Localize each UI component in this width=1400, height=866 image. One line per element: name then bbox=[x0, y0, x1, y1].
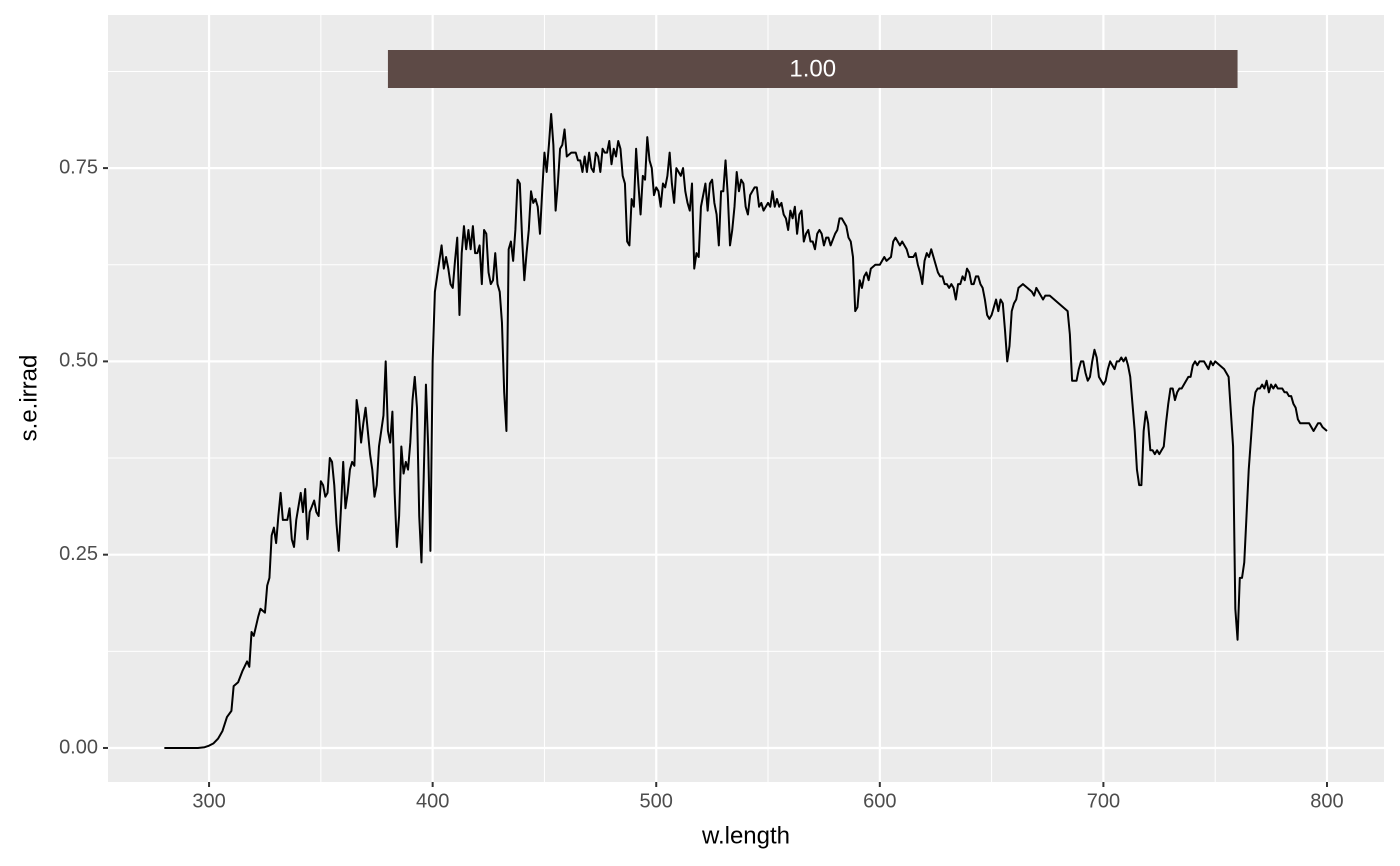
x-tick-label: 300 bbox=[192, 790, 225, 812]
annotation-band bbox=[387, 50, 1238, 88]
y-tick-label: 0.25 bbox=[59, 543, 98, 565]
annotation-label: 1.00 bbox=[789, 55, 836, 82]
x-tick-label: 700 bbox=[1087, 790, 1120, 812]
y-tick-label: 0.00 bbox=[59, 736, 98, 758]
panel bbox=[108, 15, 1384, 782]
x-axis-title: w.length bbox=[701, 822, 790, 849]
x-tick-label: 800 bbox=[1310, 790, 1343, 812]
y-tick-label: 0.75 bbox=[59, 156, 98, 178]
y-tick-label: 0.50 bbox=[59, 350, 98, 372]
x-tick-label: 600 bbox=[863, 790, 896, 812]
y-axis-title: s.e.irrad bbox=[15, 355, 42, 442]
spectrum-line bbox=[164, 112, 1328, 749]
x-tick-label: 500 bbox=[640, 790, 673, 812]
x-tick-label: 400 bbox=[416, 790, 449, 812]
